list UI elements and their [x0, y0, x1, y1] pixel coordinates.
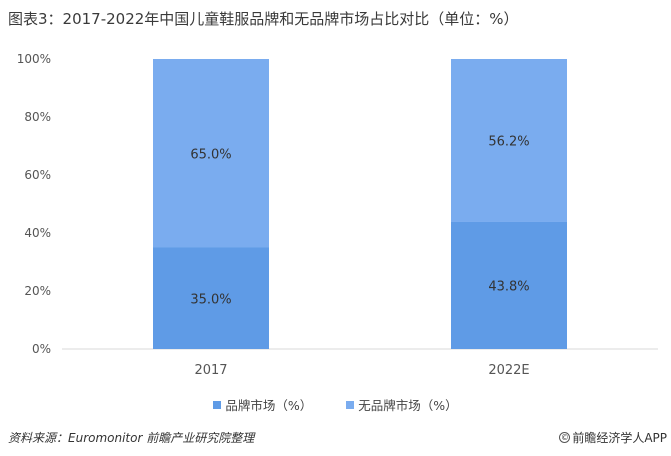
y-tick-label: 20%: [24, 284, 51, 298]
data-label: 35.0%: [190, 292, 231, 307]
legend-swatch-branded: [213, 400, 222, 409]
y-tick-label: 0%: [32, 342, 51, 356]
brand-label: 前瞻经济学人APP: [572, 431, 667, 445]
bar-segment: [153, 59, 269, 248]
y-tick-label: 60%: [24, 168, 51, 182]
data-label: 56.2%: [488, 134, 529, 149]
legend-item-unbranded: 无品牌市场（%）: [346, 395, 458, 414]
y-tick-label: 40%: [24, 226, 51, 240]
y-tick-label: 80%: [24, 110, 51, 124]
bar-segment: [451, 221, 567, 349]
legend-swatch-unbranded: [346, 400, 355, 409]
legend-item-branded: 品牌市场（%）: [213, 395, 312, 414]
legend: 品牌市场（%） 无品牌市场（%）: [0, 395, 671, 414]
bar-segment: [153, 247, 269, 349]
data-label: 43.8%: [488, 279, 529, 294]
bar-segment: [451, 59, 567, 222]
x-tick-label: 2017: [194, 363, 227, 378]
y-tick-label: 100%: [17, 52, 51, 66]
x-tick-label: 2022E: [488, 363, 529, 378]
qianzhan-logo-icon: ©: [559, 432, 571, 443]
brand-credit: © 前瞻经济学人APP: [559, 429, 667, 446]
data-label: 65.0%: [190, 147, 231, 162]
source-note: 资料来源：Euromonitor 前瞻产业研究院整理: [8, 431, 255, 445]
legend-label-branded: 品牌市场（%）: [225, 398, 313, 413]
chart-title: 图表3：2017-2022年中国儿童鞋服品牌和无品牌市场占比对比（单位：%）: [8, 10, 519, 28]
legend-label-unbranded: 无品牌市场（%）: [358, 398, 458, 413]
